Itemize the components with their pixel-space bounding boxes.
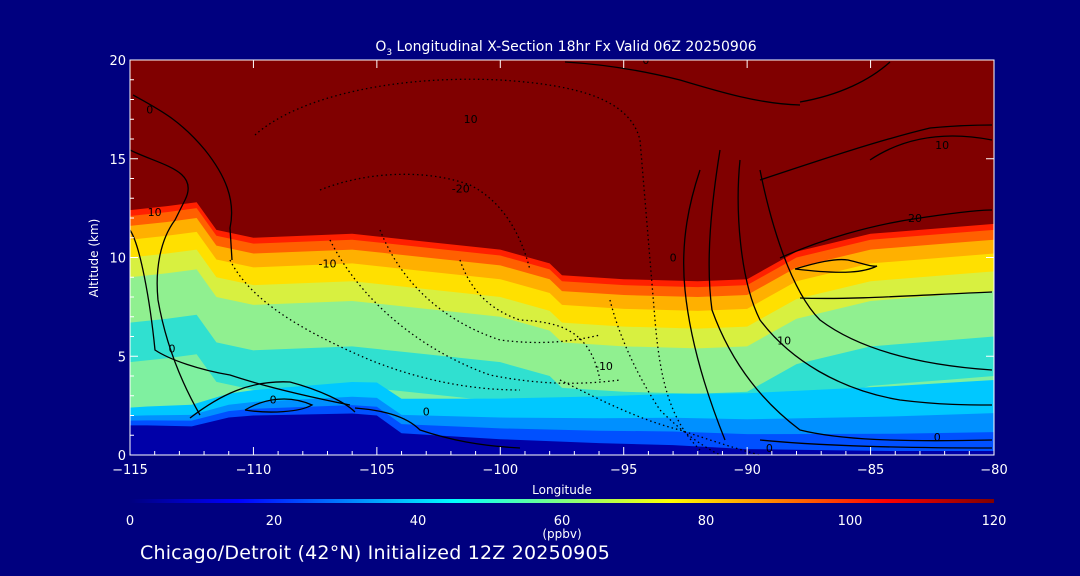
colorbar-strip: [130, 499, 994, 503]
contour-label: 10: [777, 334, 791, 347]
colorbar-tick-label: 100: [838, 514, 863, 529]
contour-solid-lowlevel-zero: [354, 407, 521, 449]
y-axis-label: Altitude (km): [87, 219, 101, 298]
contour-label: -10: [319, 257, 337, 270]
contour-label: 10: [464, 113, 478, 126]
x-tick-label: −95: [610, 463, 637, 478]
colorbar-tick-label: 120: [982, 514, 1007, 529]
title-species-subscript: 3: [386, 48, 392, 58]
y-tick-label: 20: [109, 54, 126, 69]
anomaly-contours: [130, 61, 993, 449]
contour-label: 0: [270, 394, 277, 407]
terrain: [130, 413, 994, 455]
contour-solid-east-d: [759, 169, 993, 371]
x-axis-label: Longitude: [532, 483, 592, 497]
footer-caption: Chicago/Detroit (42°N) Initialized 12Z 2…: [140, 542, 611, 564]
contour-solid-east-e: [799, 61, 891, 103]
contour-label: -20: [452, 182, 470, 195]
chart-title: O3 Longitudinal X-Section 18hr Fx Valid …: [375, 39, 756, 58]
ozone-band-7: [130, 60, 994, 282]
contour-solid-east-h: [799, 291, 993, 300]
contour-label: 20: [908, 212, 922, 225]
contour-label: -10: [595, 360, 613, 373]
y-tick-label: 10: [109, 252, 126, 267]
contour-label: 0: [766, 442, 773, 455]
x-axis: −115 −110 −105 −100 −95 −90 −85 −80: [112, 60, 1008, 478]
x-tick-label: −80: [980, 463, 1007, 478]
y-axis: 0 5 10 15 20: [109, 54, 994, 464]
contour-label: 0: [934, 431, 941, 444]
contour-solid-east-bottom: [759, 439, 993, 449]
contour-solid-east-lobe: [794, 258, 878, 273]
colorbar-tick-label: 0: [126, 514, 134, 529]
contour-solid-east-f: [759, 124, 993, 181]
contour-solid-east-g: [779, 209, 993, 259]
contour-solid-east-upper: [869, 135, 993, 161]
colorbar-tick-label: 60: [554, 514, 571, 529]
ozone-color-field: [130, 60, 994, 455]
colorbar-tick-label: 40: [410, 514, 427, 529]
x-tick-label: −115: [112, 463, 148, 478]
x-tick-label: −110: [236, 463, 272, 478]
contour-solid-west-5: [130, 229, 351, 406]
contour-solid-east-c: [737, 159, 993, 406]
plot-area: 0 10 0 0 10 -20 -10 0 -10 0 0 10 10 20 0 0: [130, 54, 994, 455]
colorbar: 0 20 40 60 80 100 120 (ppbv): [126, 499, 1007, 541]
colorbar-tick-label: 20: [266, 514, 283, 529]
contour-solid-west-zero: [132, 94, 233, 261]
contour-dotted-east: [609, 299, 721, 455]
contour-dotted-outer: [254, 78, 701, 451]
title-species: O: [375, 39, 386, 55]
contour-solid-east-b: [708, 149, 993, 442]
contour-solid-west-10: [130, 149, 201, 416]
x-tick-label: −90: [733, 463, 760, 478]
contour-solid-top-zero: [564, 61, 801, 106]
x-tick-label: −100: [482, 463, 518, 478]
negative-anomaly-contours: [229, 78, 761, 455]
contour-label: 0: [168, 342, 175, 355]
contour-dotted-south: [559, 379, 761, 455]
contour-label: 0: [423, 406, 430, 419]
contour-solid-west-lobe: [189, 381, 356, 419]
contour-dotted-inner-a: [319, 173, 531, 271]
colorbar-tick-label: 80: [698, 514, 715, 529]
contour-label: 0: [642, 54, 649, 67]
contour-labels: 0 10 0 0 10 -20 -10 0 -10 0 0 10 10 20 0 0: [146, 54, 949, 455]
contour-solid-west-small: [244, 398, 314, 413]
contour-label: 0: [670, 251, 677, 264]
colorbar-tick-labels: 0 20 40 60 80 100 120: [126, 514, 1007, 529]
y-tick-label: 0: [118, 449, 126, 464]
y-tick-label: 5: [118, 350, 126, 365]
x-tick-label: −85: [857, 463, 884, 478]
title-rest: Longitudinal X-Section 18hr Fx Valid 06Z…: [392, 39, 757, 55]
contour-dotted-center-a: [329, 239, 621, 384]
y-tick-label: 15: [109, 153, 126, 168]
contour-label: 10: [935, 139, 949, 152]
contour-solid-east-a: [683, 169, 726, 441]
contour-label: 0: [146, 103, 153, 116]
colorbar-units: (ppbv): [542, 527, 581, 541]
contour-label: 10: [148, 206, 162, 219]
x-tick-label: −105: [359, 463, 395, 478]
